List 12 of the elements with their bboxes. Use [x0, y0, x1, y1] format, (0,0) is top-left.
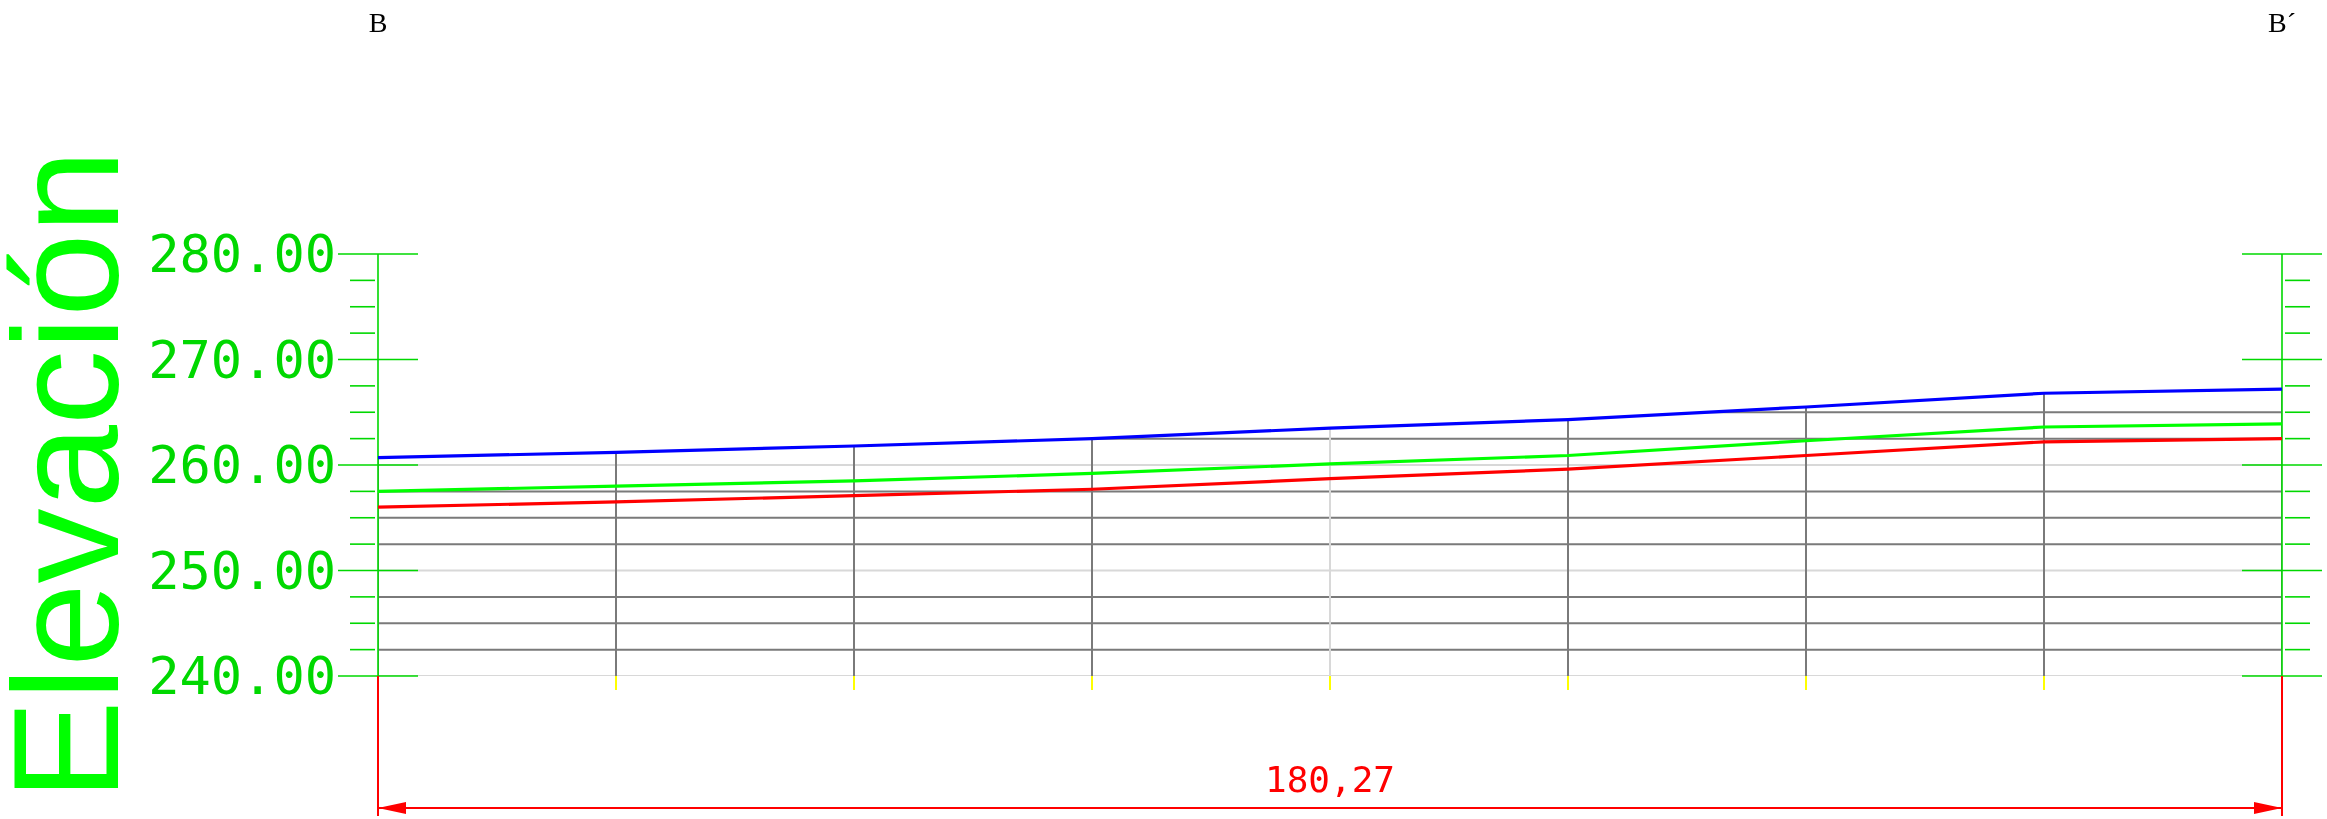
y-tick-label: 280.00: [148, 224, 336, 285]
line-series: [376, 437, 2284, 509]
y-axis-title: Elevación: [0, 149, 150, 801]
line-series: [376, 422, 2284, 493]
y-tick-label: 250.00: [148, 540, 336, 601]
line-series: [376, 387, 2284, 460]
y-tick-label: 260.00: [148, 435, 336, 496]
text: B´: [2268, 7, 2296, 38]
text: 180,27: [1264, 759, 1396, 800]
text: B: [368, 7, 388, 38]
y-tick-label: 240.00: [148, 646, 336, 707]
y-tick-label: 270.00: [148, 329, 336, 390]
